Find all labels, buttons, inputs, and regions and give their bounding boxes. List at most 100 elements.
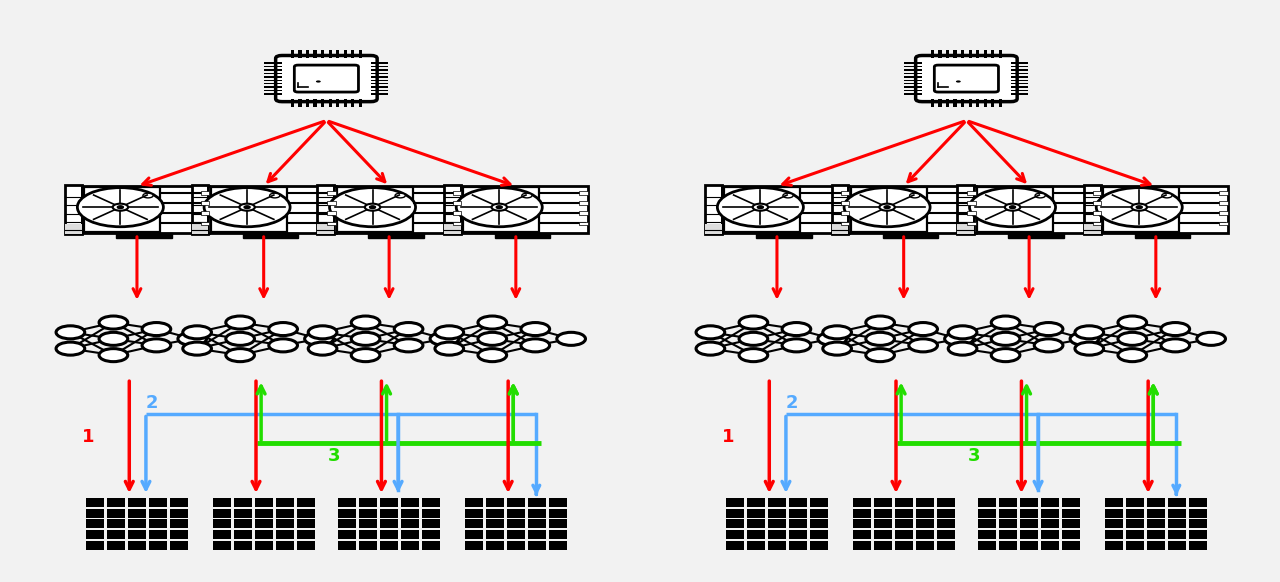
Circle shape — [225, 316, 255, 329]
Bar — [128, 509, 146, 517]
Bar — [351, 99, 355, 107]
Bar — [874, 519, 892, 528]
Bar — [1147, 519, 1165, 528]
Bar — [264, 83, 282, 84]
Bar — [968, 211, 975, 215]
Bar — [465, 509, 483, 517]
Bar — [422, 498, 440, 507]
Bar — [192, 225, 209, 234]
Bar — [1062, 498, 1080, 507]
Circle shape — [329, 187, 416, 227]
Bar — [264, 93, 282, 95]
Circle shape — [394, 322, 422, 336]
Bar — [1020, 519, 1038, 528]
Bar — [334, 186, 461, 233]
Bar — [1020, 498, 1038, 507]
Bar — [192, 185, 209, 234]
Bar — [234, 498, 252, 507]
Bar — [1093, 222, 1101, 225]
Bar — [904, 83, 922, 84]
Circle shape — [909, 339, 937, 352]
Bar — [108, 498, 125, 507]
Circle shape — [991, 332, 1020, 345]
Bar — [297, 509, 315, 517]
Bar — [991, 50, 995, 58]
Text: 1: 1 — [82, 428, 95, 446]
Bar — [275, 509, 293, 517]
Bar — [360, 498, 378, 507]
Circle shape — [99, 332, 128, 345]
Circle shape — [305, 332, 333, 345]
Circle shape — [910, 193, 920, 198]
Bar — [338, 509, 356, 517]
Bar — [580, 222, 588, 225]
Bar — [1062, 519, 1080, 528]
Bar — [212, 498, 230, 507]
Bar — [527, 509, 545, 517]
Bar — [108, 541, 125, 550]
Circle shape — [225, 349, 255, 361]
Bar — [991, 99, 995, 107]
Bar — [486, 541, 504, 550]
Bar — [1041, 509, 1059, 517]
Circle shape — [143, 193, 154, 198]
Bar — [486, 509, 504, 517]
Bar — [234, 509, 252, 517]
Bar — [234, 519, 252, 528]
Bar — [275, 541, 293, 550]
Bar — [211, 187, 287, 232]
Circle shape — [522, 193, 532, 198]
Circle shape — [113, 204, 128, 211]
Bar — [851, 187, 927, 232]
Bar — [954, 50, 956, 58]
Bar — [486, 519, 504, 528]
Bar — [1041, 498, 1059, 507]
Bar — [527, 519, 545, 528]
Circle shape — [497, 206, 502, 208]
Circle shape — [435, 326, 463, 339]
Circle shape — [365, 204, 380, 211]
Bar — [832, 185, 849, 234]
Bar — [201, 211, 209, 215]
Bar — [1189, 498, 1207, 507]
Bar — [1189, 530, 1207, 539]
Bar — [748, 498, 765, 507]
Bar — [895, 498, 913, 507]
Bar — [852, 498, 870, 507]
Circle shape — [308, 326, 337, 339]
Bar — [904, 69, 922, 71]
Circle shape — [884, 206, 890, 208]
Bar — [549, 541, 567, 550]
Circle shape — [1132, 204, 1147, 211]
Bar — [998, 50, 1002, 58]
Text: 2: 2 — [146, 394, 159, 412]
Bar — [768, 519, 786, 528]
Bar — [65, 185, 82, 234]
Bar — [726, 509, 744, 517]
Circle shape — [1117, 332, 1147, 345]
Bar — [722, 186, 849, 233]
Bar — [297, 519, 315, 528]
Circle shape — [969, 187, 1056, 227]
Bar — [1105, 509, 1123, 517]
Bar — [380, 519, 398, 528]
Bar — [748, 541, 765, 550]
Bar — [705, 185, 722, 234]
Bar — [264, 73, 282, 74]
Circle shape — [142, 322, 170, 336]
Circle shape — [351, 316, 380, 329]
Circle shape — [270, 193, 280, 198]
Bar — [1062, 509, 1080, 517]
Bar — [969, 99, 972, 107]
Circle shape — [1117, 316, 1147, 329]
Bar — [337, 99, 339, 107]
Bar — [977, 187, 1052, 232]
Bar — [1101, 186, 1228, 233]
Bar — [314, 50, 316, 58]
Circle shape — [1034, 339, 1062, 352]
Circle shape — [948, 326, 977, 339]
Bar — [358, 50, 362, 58]
Bar — [1189, 509, 1207, 517]
Bar — [810, 541, 828, 550]
Bar — [444, 185, 461, 234]
